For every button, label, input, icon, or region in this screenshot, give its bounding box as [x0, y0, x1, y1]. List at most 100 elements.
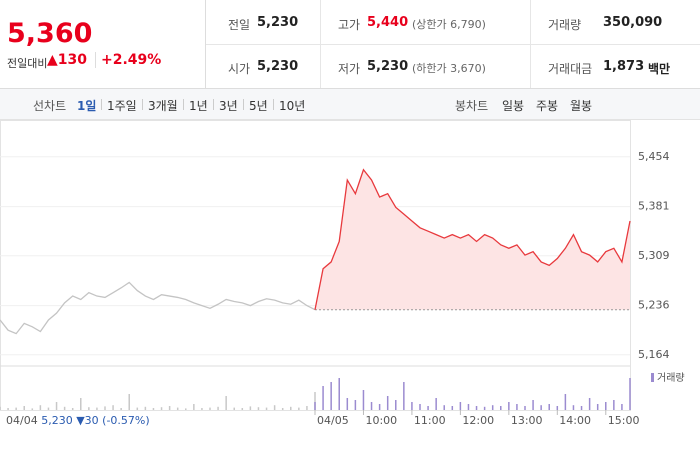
volume-bar: [411, 402, 413, 410]
volume-bar: [15, 407, 17, 410]
volume-bar: [233, 407, 235, 410]
volume-bar: [346, 398, 349, 410]
volume-bar: [605, 402, 607, 410]
tab[interactable]: 5년: [249, 99, 268, 113]
volume-bar: [47, 407, 50, 410]
info-note: (하한가 3,670): [412, 62, 486, 75]
volume-bar: [257, 407, 260, 410]
tab-divider[interactable]: [142, 99, 143, 110]
volume-bar: [7, 408, 9, 410]
info-label: 거래대금: [548, 62, 593, 76]
volume-bar: [427, 406, 429, 410]
info-value: 1,873: [603, 59, 645, 74]
volume-bar: [483, 406, 486, 410]
footer-date: 04/04: [6, 414, 38, 427]
info-value: 5,230: [257, 15, 299, 30]
tab[interactable]: 1일: [77, 99, 97, 113]
info-label: 시가: [228, 62, 251, 76]
volume-bar: [209, 407, 211, 410]
x-tick-label: 10:00: [365, 414, 397, 427]
volume-bar: [144, 406, 147, 410]
volume-bar: [467, 404, 470, 410]
legend-swatch: [651, 373, 654, 382]
tab[interactable]: 주봉: [536, 99, 559, 113]
volume-bar: [435, 398, 437, 410]
info-label: 전일: [228, 18, 251, 32]
volume-bar: [548, 404, 550, 410]
tab[interactable]: 1년: [189, 99, 208, 113]
footer: 04/04 5,230 ▼30 (-0.57%): [6, 414, 150, 427]
info-value: 5,440: [367, 15, 409, 30]
volume-bar: [31, 408, 34, 410]
volume-bar: [71, 408, 74, 410]
tab-divider[interactable]: [183, 99, 184, 110]
volume-bar: [540, 405, 542, 410]
x-tick-label: 12:00: [462, 414, 494, 427]
tab-group-label: 선차트: [33, 99, 67, 113]
tab-divider[interactable]: [213, 99, 214, 110]
volume-bar: [500, 406, 502, 410]
volume-bar: [298, 407, 300, 410]
volume-bar: [378, 404, 381, 410]
volume-bar: [290, 406, 292, 410]
change: ▲130: [47, 52, 87, 68]
volume-bar: [136, 407, 139, 410]
volume-bar: [564, 394, 567, 410]
volume-bar: [524, 406, 526, 410]
volume-bar: [104, 406, 106, 410]
volume-bar: [354, 400, 357, 410]
price-line: [0, 281, 316, 335]
x-tick-label: 15:00: [608, 414, 640, 427]
volume-bar: [128, 394, 130, 410]
tab-divider[interactable]: [101, 99, 102, 110]
y-tick-label: 5,381: [638, 200, 670, 213]
legend-label: 거래량: [657, 372, 685, 384]
volume-bar: [443, 405, 445, 410]
volume-bar: [362, 390, 365, 410]
volume-bar: [265, 407, 268, 410]
info-note: 백만: [648, 62, 671, 76]
info-value: 350,090: [603, 15, 663, 30]
volume-bar: [63, 406, 66, 410]
tab-divider[interactable]: [243, 99, 244, 110]
volume-bar: [152, 408, 155, 410]
volume-bar: [241, 408, 244, 410]
volume-bar: [532, 400, 534, 410]
price-box: [0, 0, 206, 88]
volume-bar: [395, 400, 397, 410]
info-label: 고가: [338, 18, 361, 32]
tab[interactable]: 일봉: [502, 99, 525, 113]
tab[interactable]: 10년: [279, 99, 306, 113]
volume-bar: [451, 406, 454, 410]
footer-rate: (-0.57%): [102, 414, 150, 427]
volume-bar: [580, 406, 583, 410]
volume-bar: [419, 404, 421, 410]
volume-bar: [516, 404, 518, 410]
volume-bar: [281, 408, 284, 410]
volume-bar: [225, 396, 227, 410]
tab[interactable]: 3개월: [148, 99, 178, 113]
volume-bar: [88, 407, 90, 410]
volume-bar: [80, 398, 82, 410]
volume-bar: [201, 408, 203, 410]
change-label: 전일대비: [7, 57, 48, 70]
y-tick-label: 5,309: [638, 249, 670, 262]
price: 5,360: [7, 18, 93, 49]
volume-bar: [0, 406, 1, 410]
volume-bar: [23, 406, 25, 410]
price-line: [314, 168, 631, 310]
volume-bar: [249, 406, 252, 410]
volume-bar: [39, 405, 42, 410]
tab[interactable]: 월봉: [570, 99, 593, 113]
tab[interactable]: 1주일: [107, 99, 137, 113]
x-tick-label: 11:00: [414, 414, 446, 427]
volume-bar: [370, 402, 373, 410]
col-divider: [320, 0, 321, 88]
tab[interactable]: 3년: [219, 99, 238, 113]
volume-bar: [621, 404, 623, 410]
tab-divider[interactable]: [273, 99, 274, 110]
volume-bar: [338, 378, 340, 410]
info-note: (상한가 6,790): [412, 18, 486, 31]
volume-bar: [306, 406, 308, 410]
